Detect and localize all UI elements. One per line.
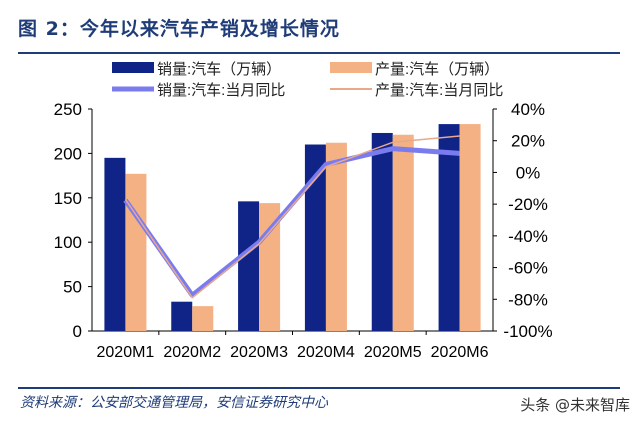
- x-tick-label: 2020M5: [364, 344, 422, 361]
- legend-label: 产量:汽车:当月同比: [375, 82, 503, 99]
- left-tick-label: 0: [73, 322, 82, 341]
- left-tick-label: 250: [54, 100, 82, 119]
- sales-yoy-line: [123, 146, 460, 298]
- chart: 0 50 100 150 200 250 -100% -80% -60% -40% -20% 0% 20…: [54, 61, 553, 361]
- bar-sales: [238, 201, 260, 331]
- right-tick-label: -100%: [503, 322, 552, 341]
- x-tick-label: 2020M4: [297, 344, 355, 361]
- bar-production: [459, 124, 481, 331]
- right-tick-label: 20%: [511, 132, 545, 151]
- bar-sales: [104, 157, 126, 331]
- bar-production: [325, 142, 347, 331]
- legend-label: 销量:汽车（万辆）: [157, 61, 281, 78]
- right-tick-label: -40%: [508, 227, 548, 246]
- bar-sales: [438, 124, 460, 331]
- x-tick-label: 2020M3: [230, 344, 288, 361]
- bar-sales: [304, 144, 326, 331]
- legend-swatch: [330, 62, 372, 73]
- bar-sales: [171, 301, 193, 331]
- x-tick-label: 2020M2: [163, 344, 221, 361]
- right-tick-label: -60%: [508, 259, 548, 278]
- right-tick-label: -20%: [508, 195, 548, 214]
- bottom-divider: [18, 387, 620, 389]
- x-tick-label: 2020M6: [431, 344, 489, 361]
- x-tick-label: 2020M1: [97, 344, 155, 361]
- source-note: 资料来源：公安部交通管理局，安信证券研究中心: [20, 395, 328, 411]
- left-tick-label: 150: [54, 189, 82, 208]
- left-tick-label: 50: [63, 278, 82, 297]
- legend-label: 销量:汽车:当月同比: [157, 82, 285, 99]
- left-tick-label: 100: [54, 233, 82, 252]
- bar-production: [192, 306, 214, 331]
- legend-swatch: [112, 62, 154, 73]
- right-tick-label: 40%: [511, 100, 545, 119]
- right-tick-label: -80%: [508, 290, 548, 309]
- bar-sales: [371, 132, 393, 331]
- watermark: 头条 @未来智库: [520, 396, 630, 414]
- right-tick-label: 0%: [516, 163, 541, 182]
- left-tick-label: 200: [54, 144, 82, 163]
- bar-production: [392, 134, 414, 331]
- figure-title: 图 2：今年以来汽车产销及增长情况: [18, 18, 340, 40]
- production-yoy-line: [124, 135, 460, 299]
- legend-label: 产量:汽车（万辆）: [375, 61, 499, 78]
- bar-production: [125, 173, 147, 331]
- top-divider: [18, 52, 620, 54]
